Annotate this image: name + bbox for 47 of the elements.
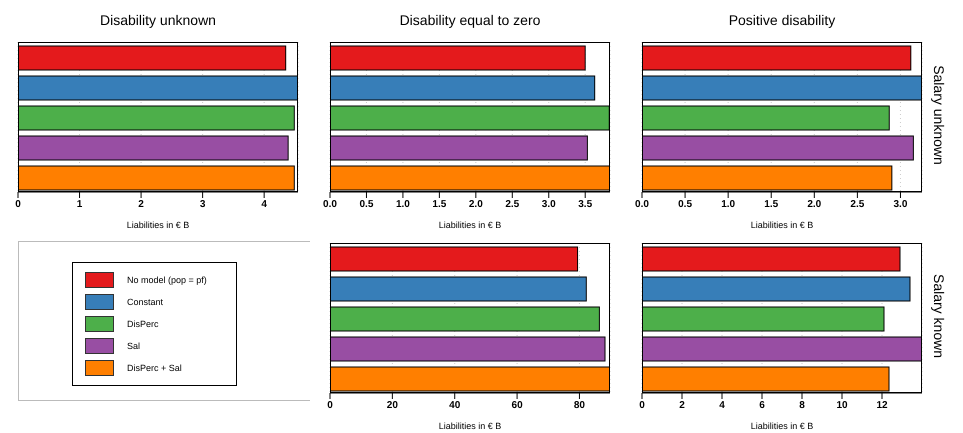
x-tick-label: 80 [574,400,586,412]
x-tick-label: 2.5 [505,199,520,210]
chart-title: Disability unknown [99,12,217,28]
x-tick-label: 0 [639,400,646,412]
x-tick-label: 0 [15,199,22,210]
y2-axis-title: Salary unknown [931,65,947,165]
x-tick-label: 10 [836,400,848,412]
x-tick-label: 1.0 [396,199,410,210]
legend-label: No model (pop = pf) [127,275,207,285]
x-tick-label: 8 [799,400,806,412]
x-tick-label: 0.0 [323,199,338,210]
x-tick-label: 4 [719,400,726,412]
legend-label: DisPerc [127,319,159,329]
x-tick-label: 60 [512,400,524,412]
x-tick-label: 3.5 [578,199,593,210]
y2-axis-title: Salary known [931,274,948,358]
x-tick-label: 2 [679,400,686,412]
x-tick-label: 3.0 [894,199,908,210]
x-tick-label: 20 [386,400,398,412]
x-tick-label: 2.0 [807,199,822,210]
legend-label: Constant [127,297,164,307]
x-tick-label: 3.0 [542,199,556,210]
chart-title: Positive disability [728,12,836,28]
x-axis-title: Liabilities in € B [438,421,502,431]
legend-label: DisPerc + Sal [127,363,182,373]
x-tick-label: 3 [200,199,206,210]
x-tick-label: 1.5 [764,199,779,210]
x-tick-label: 2 [138,199,144,210]
x-tick-label: 1.5 [432,199,447,210]
x-tick-label: 0.0 [635,199,650,210]
chart-title: Disability equal to zero [398,12,542,28]
x-axis-title: Liabilities in € B [126,220,190,230]
x-axis-title: Liabilities in € B [750,220,814,230]
x-tick-label: 1.0 [721,199,736,210]
x-tick-label: 0.5 [360,199,374,210]
x-tick-label: 4 [261,199,268,210]
x-tick-label: 0 [327,400,334,412]
x-tick-label: 2.0 [468,199,484,210]
x-tick-label: 0.5 [678,199,692,210]
x-tick-label: 6 [759,400,766,412]
x-axis-title: Liabilities in € B [438,220,502,230]
x-tick-label: 2.5 [850,199,865,210]
x-tick-label: 12 [876,400,888,412]
legend-label: Sal [127,341,140,351]
x-axis-title: Liabilities in € B [750,421,814,431]
x-tick-label: 1 [76,199,83,210]
x-tick-label: 40 [449,400,461,412]
